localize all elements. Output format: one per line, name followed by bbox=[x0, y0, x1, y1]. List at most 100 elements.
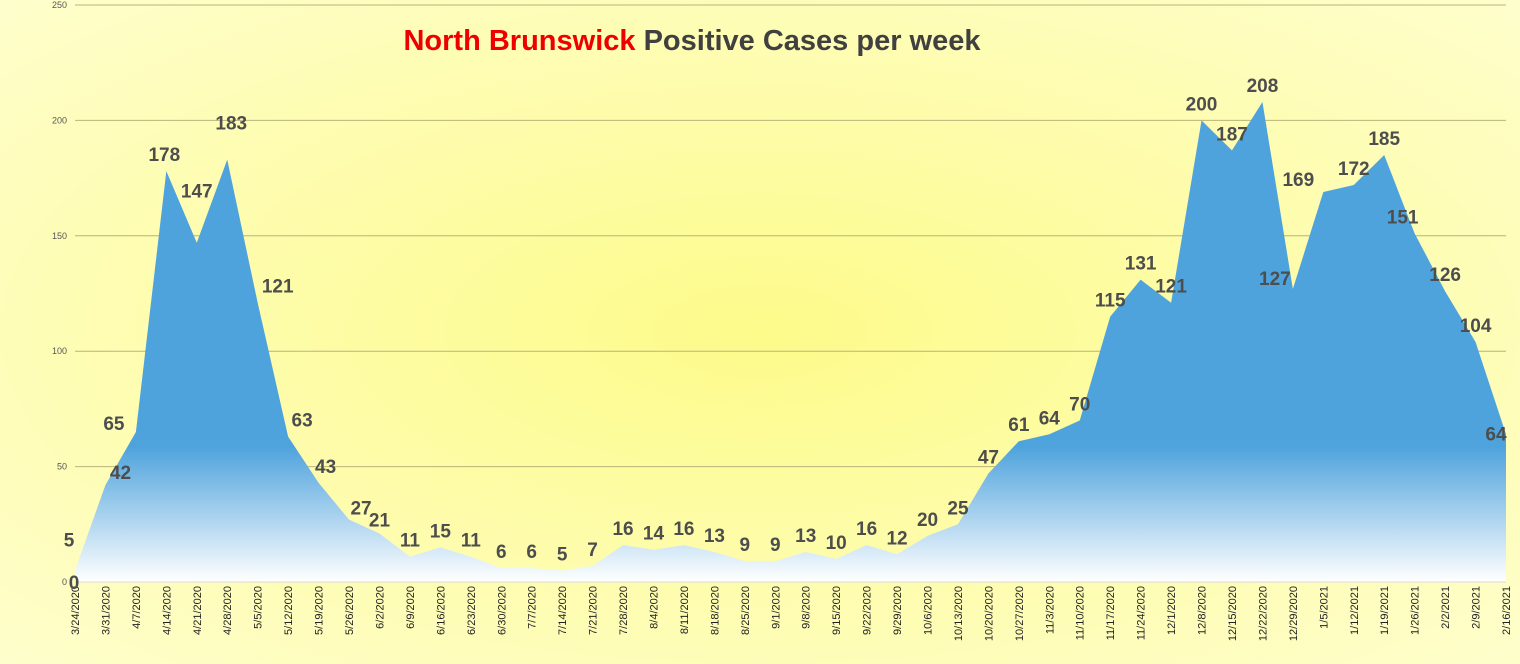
x-tick-label: 1/26/2021 bbox=[1410, 586, 1422, 635]
x-tick-label: 5/26/2020 bbox=[344, 586, 356, 635]
data-label: 9 bbox=[740, 535, 751, 556]
x-tick-label: 4/14/2020 bbox=[161, 586, 173, 635]
data-label: 7 bbox=[587, 540, 598, 561]
data-label: 5 bbox=[64, 530, 75, 551]
x-tick-label: 4/21/2020 bbox=[192, 586, 204, 635]
x-tick-label: 9/29/2020 bbox=[892, 586, 904, 635]
data-label: 169 bbox=[1282, 170, 1314, 191]
data-label: 64 bbox=[1039, 408, 1061, 429]
data-label: 127 bbox=[1259, 269, 1291, 290]
chart-title-town: North Brunswick bbox=[403, 25, 636, 57]
chart-title-rest: Positive Cases per week bbox=[636, 25, 982, 57]
x-tick-label: 12/29/2020 bbox=[1288, 586, 1300, 641]
data-label: 200 bbox=[1186, 94, 1218, 115]
x-tick-label: 2/2/2021 bbox=[1440, 586, 1452, 629]
x-tick-label: 10/6/2020 bbox=[923, 586, 935, 635]
x-tick-label: 10/27/2020 bbox=[1014, 586, 1026, 641]
data-label: 16 bbox=[612, 519, 633, 540]
data-label: 151 bbox=[1387, 207, 1419, 228]
data-label: 13 bbox=[704, 526, 725, 547]
x-tick-label: 7/21/2020 bbox=[588, 586, 600, 635]
data-label: 10 bbox=[826, 533, 847, 554]
x-tick-label: 1/12/2021 bbox=[1349, 586, 1361, 635]
y-tick-label: 200 bbox=[52, 115, 67, 125]
x-tick-label: 2/16/2021 bbox=[1501, 586, 1513, 635]
data-label: 61 bbox=[1008, 415, 1030, 436]
y-tick-label: 250 bbox=[52, 0, 67, 10]
x-tick-label: 10/20/2020 bbox=[983, 586, 995, 641]
x-tick-label: 6/9/2020 bbox=[405, 586, 417, 629]
y-tick-label: 150 bbox=[52, 231, 67, 241]
x-tick-label: 12/15/2020 bbox=[1227, 586, 1239, 641]
data-label: 11 bbox=[461, 531, 482, 552]
data-label: 6 bbox=[496, 542, 507, 563]
data-label: 25 bbox=[947, 498, 969, 519]
y-tick-label: 50 bbox=[57, 462, 67, 472]
data-label: 16 bbox=[856, 519, 877, 540]
x-tick-label: 9/15/2020 bbox=[831, 586, 843, 635]
x-tick-label: 10/13/2020 bbox=[953, 586, 965, 641]
data-label: 14 bbox=[643, 524, 665, 545]
data-label: 115 bbox=[1095, 291, 1126, 312]
data-label: 64 bbox=[1485, 424, 1507, 445]
data-label: 13 bbox=[795, 526, 816, 547]
data-label: 11 bbox=[400, 531, 421, 552]
data-label: 16 bbox=[673, 519, 694, 540]
data-label: 63 bbox=[292, 411, 313, 432]
x-tick-label: 1/19/2021 bbox=[1379, 586, 1391, 635]
x-tick-label: 1/5/2021 bbox=[1318, 586, 1330, 629]
x-tick-label: 12/8/2020 bbox=[1197, 586, 1209, 635]
data-label: 42 bbox=[110, 463, 131, 484]
x-tick-label: 11/24/2020 bbox=[1136, 586, 1148, 640]
data-label: 147 bbox=[181, 182, 213, 203]
x-tick-label: 9/1/2020 bbox=[770, 586, 782, 629]
x-tick-label: 6/16/2020 bbox=[435, 586, 447, 635]
x-tick-label: 5/19/2020 bbox=[314, 586, 326, 635]
data-label: 187 bbox=[1216, 124, 1248, 145]
x-tick-label: 7/28/2020 bbox=[618, 586, 630, 635]
x-tick-label: 9/8/2020 bbox=[801, 586, 813, 629]
data-label: 21 bbox=[369, 511, 391, 532]
y-tick-label: 0 bbox=[62, 577, 67, 587]
data-label: 47 bbox=[978, 448, 999, 469]
x-tick-label: 4/7/2020 bbox=[131, 586, 143, 629]
data-label: 15 bbox=[430, 521, 452, 542]
data-label: 70 bbox=[1069, 394, 1090, 415]
data-label: 20 bbox=[917, 510, 938, 531]
data-label: 172 bbox=[1338, 159, 1370, 180]
x-tick-label: 11/10/2020 bbox=[1075, 586, 1087, 640]
data-label: 121 bbox=[262, 277, 294, 298]
data-label: 27 bbox=[350, 499, 371, 520]
x-tick-label: 4/28/2020 bbox=[222, 586, 234, 635]
data-label: 208 bbox=[1247, 76, 1279, 97]
x-tick-label: 8/4/2020 bbox=[648, 586, 660, 629]
x-tick-label: 6/30/2020 bbox=[496, 586, 508, 635]
data-label: 131 bbox=[1125, 254, 1157, 275]
data-label: 126 bbox=[1429, 265, 1461, 286]
y-tick-label: 100 bbox=[52, 346, 67, 356]
data-label: 65 bbox=[103, 414, 125, 435]
x-tick-label: 3/31/2020 bbox=[100, 586, 112, 635]
x-tick-label: 11/3/2020 bbox=[1044, 586, 1056, 634]
data-label: 183 bbox=[215, 114, 247, 135]
x-tick-label: 7/7/2020 bbox=[527, 586, 539, 629]
data-label: 121 bbox=[1155, 277, 1187, 298]
data-label-origin: 0 bbox=[69, 573, 80, 594]
x-tick-label: 8/11/2020 bbox=[679, 586, 691, 634]
data-label: 9 bbox=[770, 535, 781, 556]
x-tick-label: 12/1/2020 bbox=[1166, 586, 1178, 635]
x-tick-label: 3/24/2020 bbox=[70, 586, 82, 635]
x-tick-label: 7/14/2020 bbox=[557, 586, 569, 635]
chart-title: North Brunswick Positive Cases per week bbox=[403, 25, 981, 57]
x-tick-label: 12/22/2020 bbox=[1257, 586, 1269, 641]
data-label: 178 bbox=[148, 145, 180, 166]
data-label: 5 bbox=[557, 544, 568, 565]
x-tick-label: 5/5/2020 bbox=[253, 586, 265, 629]
data-label: 6 bbox=[526, 542, 537, 563]
data-label: 12 bbox=[886, 528, 907, 549]
x-tick-label: 5/12/2020 bbox=[283, 586, 295, 635]
x-tick-label: 8/18/2020 bbox=[709, 586, 721, 635]
x-tick-label: 11/17/2020 bbox=[1105, 586, 1117, 640]
